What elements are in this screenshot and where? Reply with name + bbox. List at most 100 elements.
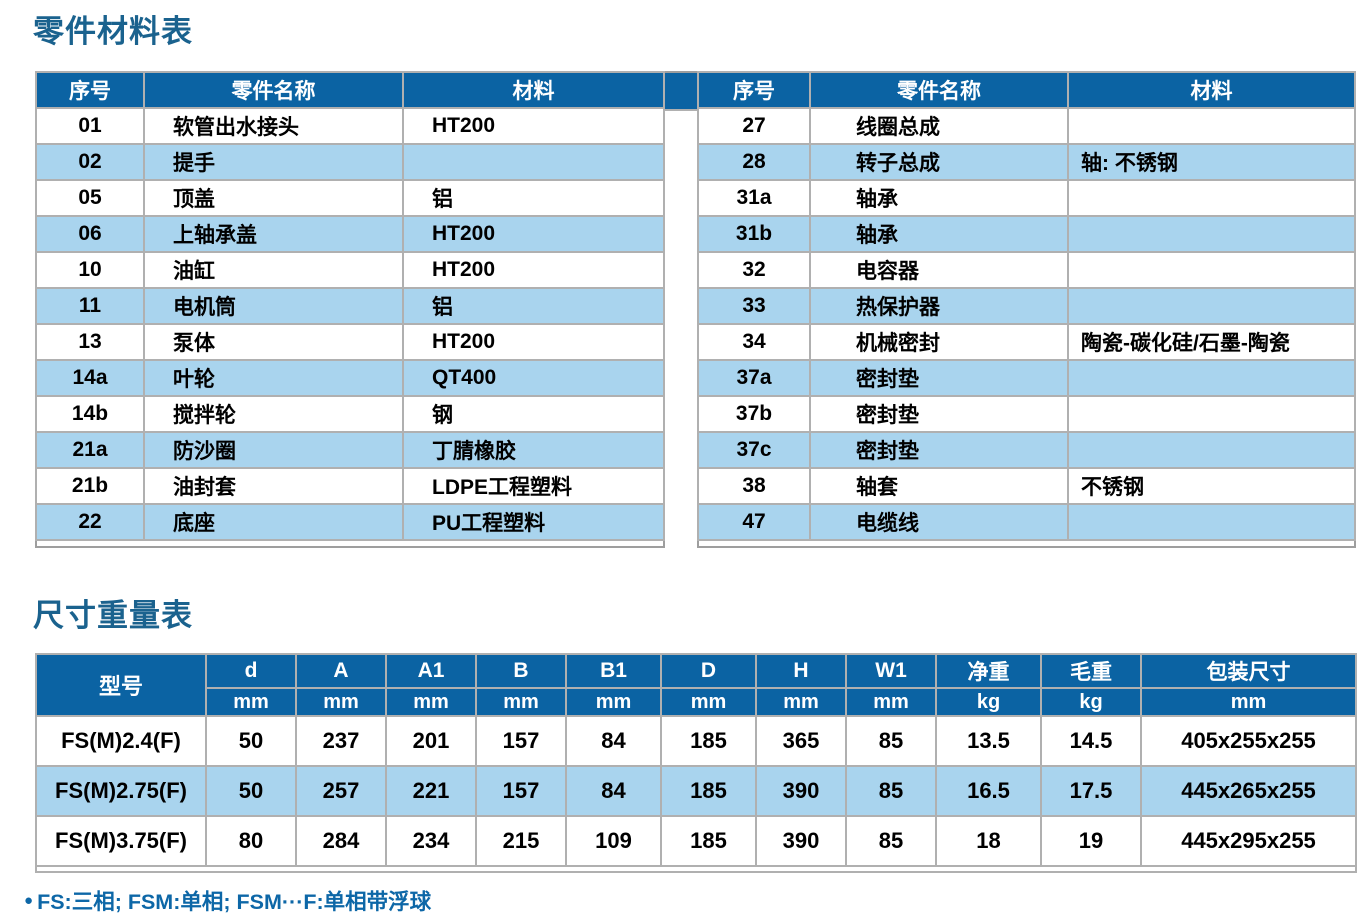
table-bottom-spacer bbox=[35, 865, 1357, 873]
cell-part-name: 底座 bbox=[143, 503, 404, 541]
cell-part-name: 线圈总成 bbox=[809, 107, 1069, 145]
cell-material: 钢 bbox=[402, 395, 665, 433]
cell-part-no: 27 bbox=[697, 107, 811, 145]
table-row: 31b 轴承 bbox=[697, 215, 1356, 253]
cell-part-name: 转子总成 bbox=[809, 143, 1069, 181]
table-row: 47 电缆线 bbox=[697, 503, 1356, 541]
cell-part-no: 14a bbox=[35, 359, 145, 397]
table-row: 38 轴套 不锈钢 bbox=[697, 467, 1356, 505]
cell-material: HT200 bbox=[402, 215, 665, 253]
dimensions-weight-table: 型号 d A A1 B B1 D H W1 净重 毛重 包装尺寸 mm mm mm mm mm mm mm mm k… bbox=[35, 653, 1357, 873]
cell-value: 19 bbox=[1040, 815, 1142, 867]
cell-part-no: 01 bbox=[35, 107, 145, 145]
cell-part-no: 21b bbox=[35, 467, 145, 505]
cell-part-name: 电机筒 bbox=[143, 287, 404, 325]
cell-part-name: 泵体 bbox=[143, 323, 404, 361]
cell-value: 237 bbox=[295, 715, 387, 767]
dim-column-label: 净重 bbox=[935, 653, 1042, 689]
column-header-material: 材料 bbox=[402, 71, 665, 109]
cell-value: 185 bbox=[660, 765, 757, 817]
table-row: 33 热保护器 bbox=[697, 287, 1356, 325]
cell-part-name: 软管出水接头 bbox=[143, 107, 404, 145]
cell-material: 不锈钢 bbox=[1067, 467, 1356, 505]
cell-value: 185 bbox=[660, 715, 757, 767]
table-row: 27 线圈总成 bbox=[697, 107, 1356, 145]
cell-model: FS(M)2.4(F) bbox=[35, 715, 207, 767]
cell-part-name: 热保护器 bbox=[809, 287, 1069, 325]
cell-value: 85 bbox=[845, 815, 937, 867]
table-row: 21a 防沙圈 丁腈橡胶 bbox=[35, 431, 665, 469]
cell-value: 365 bbox=[755, 715, 847, 767]
table-row: FS(M)3.75(F) 80 284 234 215 109 185 390 … bbox=[35, 815, 1357, 867]
dim-column-unit: mm bbox=[385, 687, 477, 717]
dim-column-label: 包装尺寸 bbox=[1140, 653, 1357, 689]
dim-column-label: B bbox=[475, 653, 567, 689]
dim-column-label: 毛重 bbox=[1040, 653, 1142, 689]
column-header-part-name: 零件名称 bbox=[143, 71, 404, 109]
cell-material: QT400 bbox=[402, 359, 665, 397]
cell-material bbox=[1067, 107, 1356, 145]
cell-part-no: 37b bbox=[697, 395, 811, 433]
dim-column-label: H bbox=[755, 653, 847, 689]
cell-part-name: 轴套 bbox=[809, 467, 1069, 505]
cell-value: 445x265x255 bbox=[1140, 765, 1357, 817]
dim-column-unit: kg bbox=[1040, 687, 1142, 717]
cell-material bbox=[1067, 251, 1356, 289]
cell-value: 18 bbox=[935, 815, 1042, 867]
cell-value: 50 bbox=[205, 715, 297, 767]
cell-value: 405x255x255 bbox=[1140, 715, 1357, 767]
table-bottom-spacer bbox=[36, 540, 664, 547]
cell-part-no: 34 bbox=[697, 323, 811, 361]
cell-part-name: 密封垫 bbox=[809, 431, 1069, 469]
dim-column-unit: mm bbox=[845, 687, 937, 717]
cell-value: 390 bbox=[755, 815, 847, 867]
cell-part-name: 密封垫 bbox=[809, 395, 1069, 433]
dim-column-unit: mm bbox=[660, 687, 757, 717]
cell-material: HT200 bbox=[402, 323, 665, 361]
footnote: ● FS:三相; FSM:单相; FSM···F:单相带浮球 bbox=[24, 885, 1363, 916]
parts-header-row: 序号 零件名称 材料 bbox=[35, 71, 665, 109]
cell-model: FS(M)2.75(F) bbox=[35, 765, 207, 817]
cell-value: 215 bbox=[475, 815, 567, 867]
table-row: 32 电容器 bbox=[697, 251, 1356, 289]
dim-column-unit: mm bbox=[1140, 687, 1357, 717]
dim-header-unit-row: mm mm mm mm mm mm mm mm kg kg mm bbox=[36, 687, 1357, 717]
parts-table-right: 序号 零件名称 材料 27 线圈总成 28 转子总成 bbox=[697, 71, 1356, 548]
cell-value: 80 bbox=[205, 815, 297, 867]
dimensions-table-title: 尺寸重量表 bbox=[33, 598, 193, 633]
dim-column-unit: mm bbox=[205, 687, 297, 717]
cell-value: 445x295x255 bbox=[1140, 815, 1357, 867]
table-row: 37b 密封垫 bbox=[697, 395, 1356, 433]
column-header-no: 序号 bbox=[35, 71, 145, 109]
cell-part-no: 06 bbox=[35, 215, 145, 253]
cell-part-name: 防沙圈 bbox=[143, 431, 404, 469]
table-row: 06 上轴承盖 HT200 bbox=[35, 215, 665, 253]
cell-part-no: 28 bbox=[697, 143, 811, 181]
parts-table-left: 序号 零件名称 材料 01 软管出水接头 HT200 02 提手 bbox=[35, 71, 665, 548]
cell-material bbox=[1067, 431, 1356, 469]
cell-part-name: 油缸 bbox=[143, 251, 404, 289]
cell-value: 109 bbox=[565, 815, 662, 867]
dim-column-label: A1 bbox=[385, 653, 477, 689]
cell-value: 17.5 bbox=[1040, 765, 1142, 817]
table-row: 31a 轴承 bbox=[697, 179, 1356, 217]
cell-part-no: 14b bbox=[35, 395, 145, 433]
cell-material: 铝 bbox=[402, 287, 665, 325]
cell-part-no: 32 bbox=[697, 251, 811, 289]
table-row: FS(M)2.75(F) 50 257 221 157 84 185 390 8… bbox=[35, 765, 1357, 817]
cell-material bbox=[1067, 215, 1356, 253]
cell-part-name: 轴承 bbox=[809, 179, 1069, 217]
cell-part-name: 轴承 bbox=[809, 215, 1069, 253]
cell-material: HT200 bbox=[402, 107, 665, 145]
table-row: 01 软管出水接头 HT200 bbox=[35, 107, 665, 145]
table-row: 37c 密封垫 bbox=[697, 431, 1356, 469]
cell-value: 257 bbox=[295, 765, 387, 817]
cell-value: 84 bbox=[565, 715, 662, 767]
dim-column-unit: mm bbox=[475, 687, 567, 717]
cell-value: 85 bbox=[845, 765, 937, 817]
cell-part-name: 密封垫 bbox=[809, 359, 1069, 397]
cell-part-no: 47 bbox=[697, 503, 811, 541]
dim-column-unit: kg bbox=[935, 687, 1042, 717]
dim-header-label-row: 型号 d A A1 B B1 D H W1 净重 毛重 包装尺寸 bbox=[35, 653, 1357, 717]
